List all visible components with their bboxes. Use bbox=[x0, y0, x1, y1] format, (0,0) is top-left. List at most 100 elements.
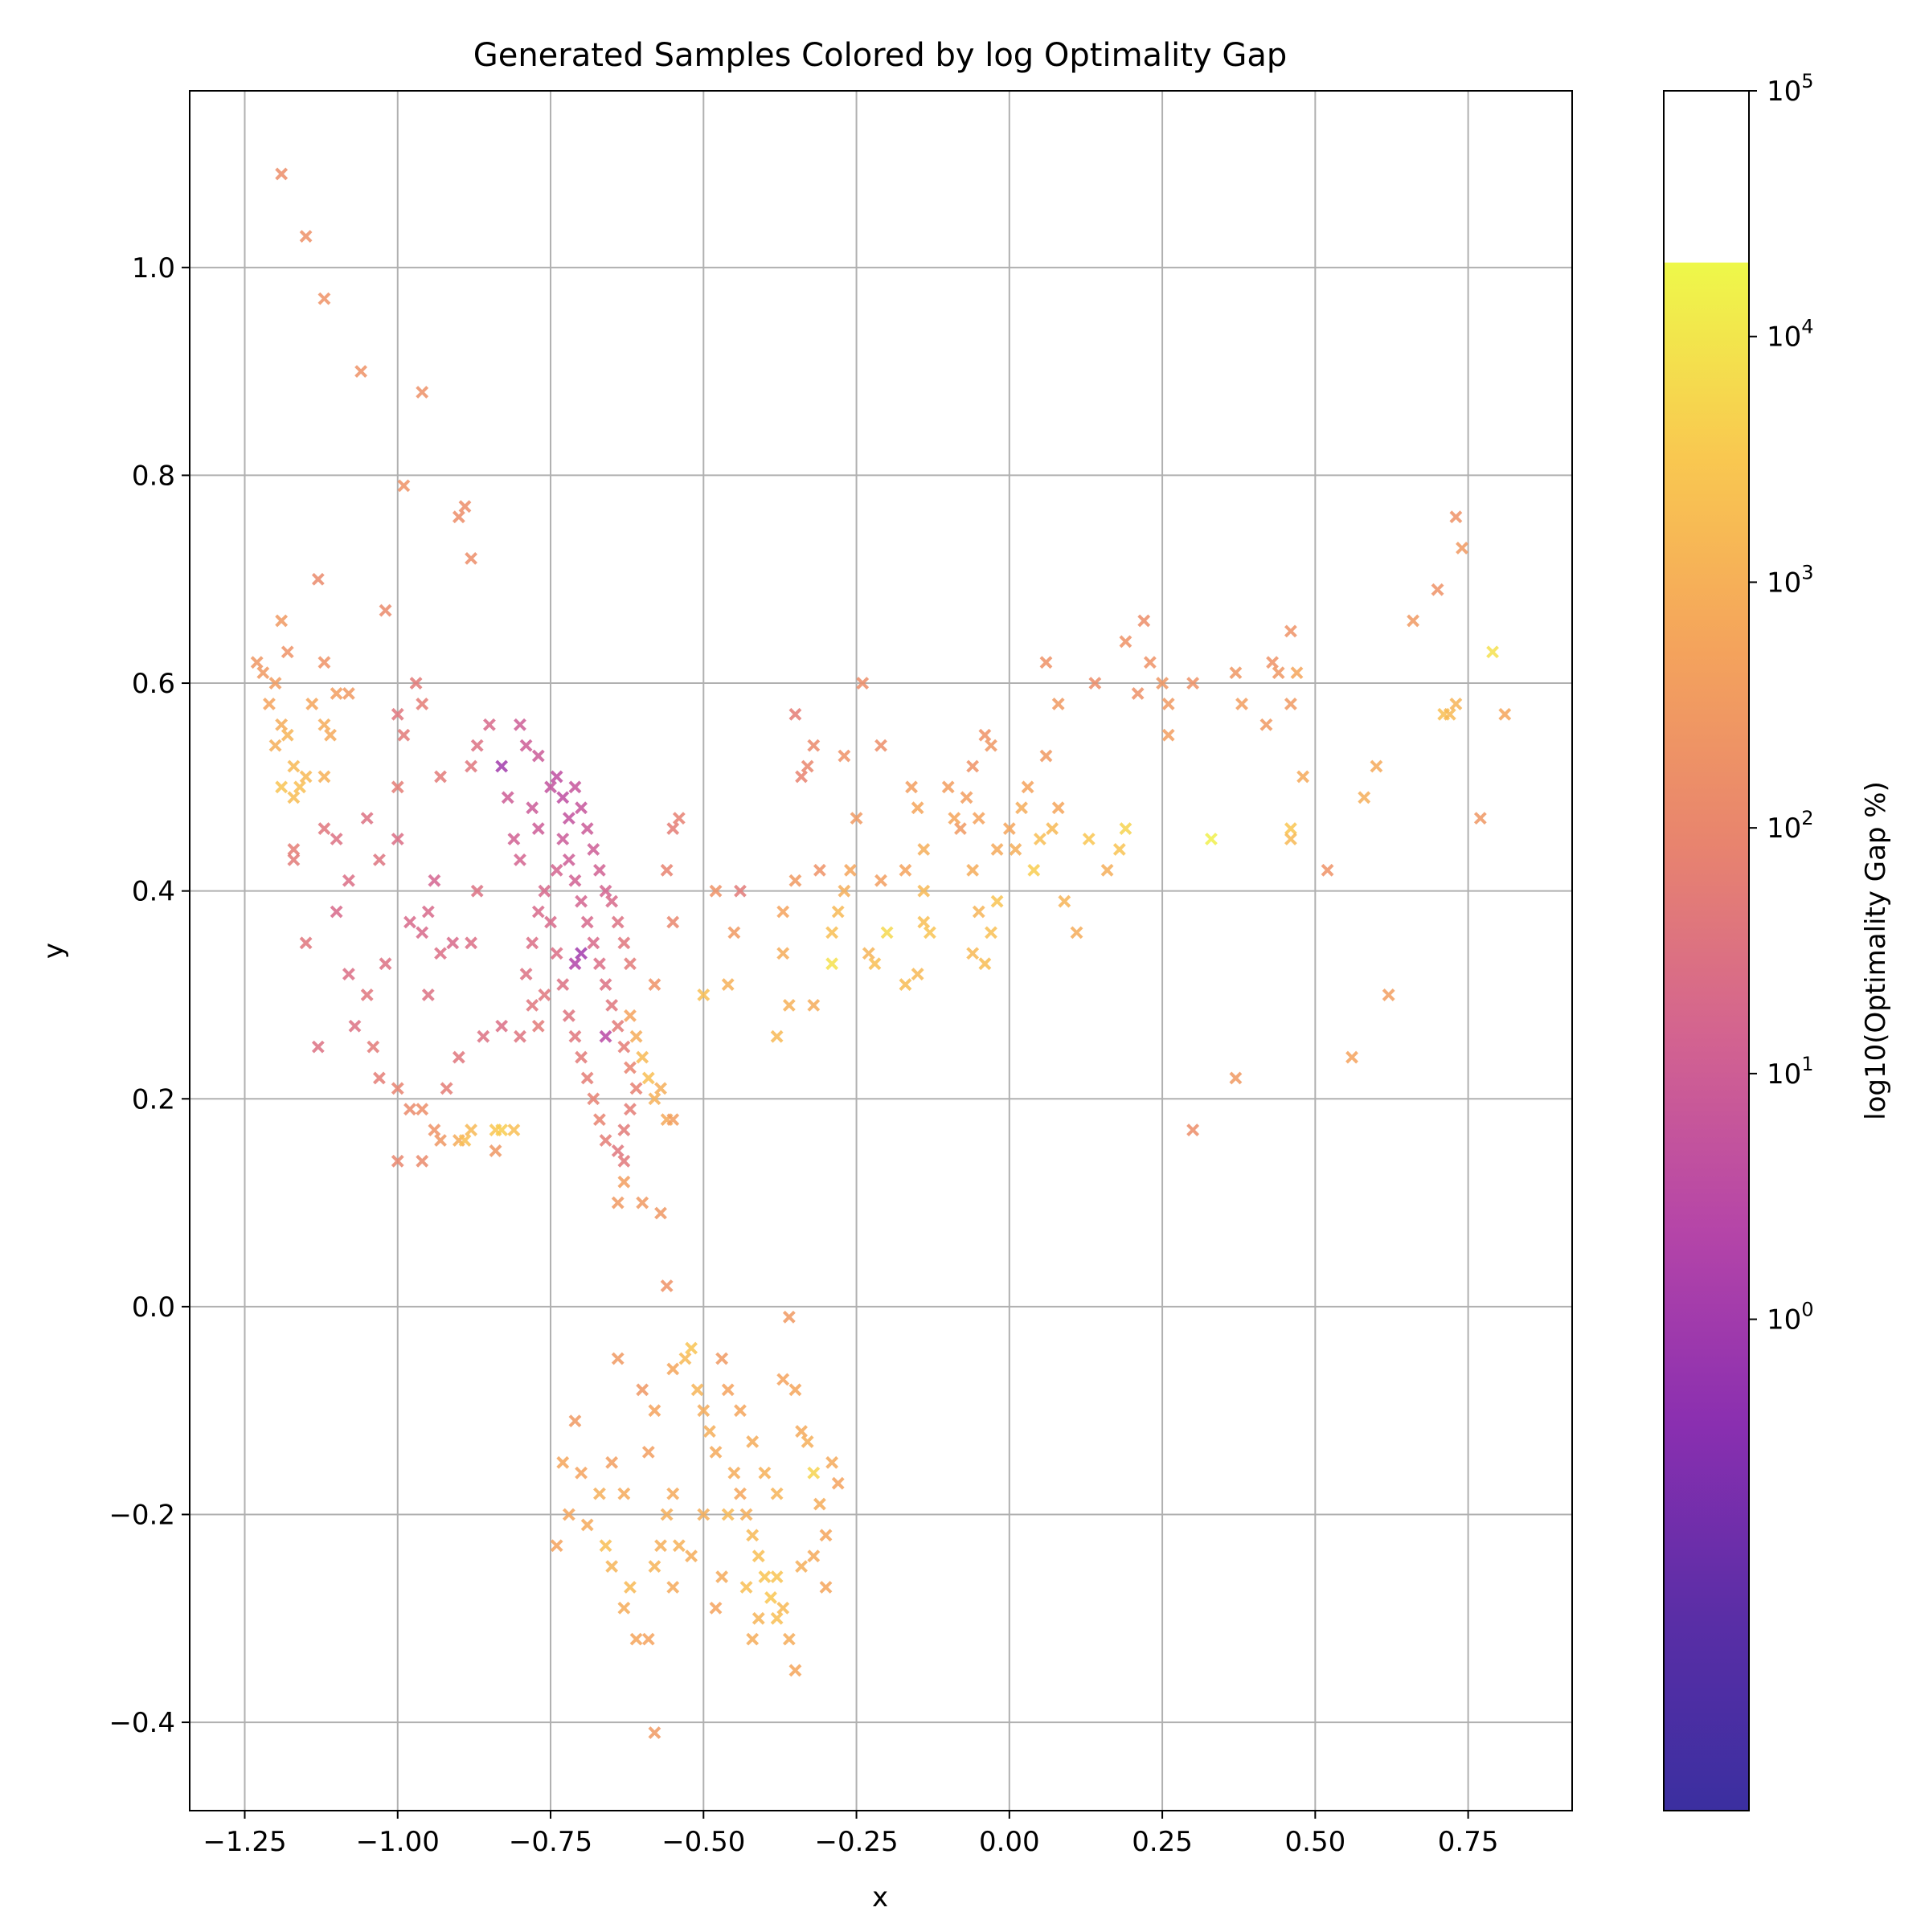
data-point bbox=[373, 1071, 386, 1085]
colorbar-tick-label: 105 bbox=[1767, 70, 1814, 108]
data-point bbox=[281, 728, 294, 742]
data-point bbox=[972, 812, 985, 825]
colorbar-upper-white bbox=[1664, 91, 1749, 263]
chart-title: Generated Samples Colored by log Optimal… bbox=[473, 37, 1288, 74]
data-point bbox=[697, 1508, 711, 1521]
data-point bbox=[416, 1103, 429, 1116]
data-point bbox=[838, 749, 851, 763]
data-point bbox=[819, 1581, 833, 1594]
data-point bbox=[592, 957, 606, 971]
data-point bbox=[795, 770, 808, 784]
data-point bbox=[550, 1539, 563, 1553]
data-point bbox=[299, 770, 313, 784]
data-point bbox=[592, 1113, 606, 1127]
data-point bbox=[624, 1009, 637, 1022]
data-point bbox=[397, 728, 411, 742]
x-tick-label: 0.75 bbox=[1438, 1826, 1499, 1858]
data-point bbox=[587, 1092, 600, 1106]
data-point bbox=[391, 780, 404, 794]
data-point bbox=[1002, 822, 1016, 835]
x-tick-label: −1.00 bbox=[356, 1826, 440, 1858]
data-point bbox=[1039, 749, 1053, 763]
data-point bbox=[538, 989, 551, 1001]
data-point bbox=[599, 1029, 612, 1043]
data-point bbox=[899, 978, 912, 991]
data-point bbox=[685, 1549, 698, 1563]
data-point bbox=[617, 1601, 631, 1615]
data-point bbox=[275, 167, 289, 181]
data-point bbox=[373, 853, 386, 866]
data-point bbox=[360, 812, 374, 825]
data-point bbox=[776, 1373, 790, 1386]
data-point bbox=[434, 947, 447, 960]
data-point bbox=[256, 666, 270, 680]
data-point bbox=[770, 1611, 784, 1625]
data-point bbox=[917, 915, 931, 929]
data-point bbox=[1449, 697, 1463, 710]
data-point bbox=[617, 1154, 631, 1168]
data-point bbox=[611, 1196, 625, 1210]
y-axis-label: y bbox=[38, 943, 70, 959]
x-tick-label: 0.25 bbox=[1132, 1826, 1193, 1858]
x-axis-label: x bbox=[872, 1881, 888, 1914]
data-point bbox=[611, 1019, 625, 1033]
data-point bbox=[807, 1466, 821, 1480]
data-point bbox=[825, 957, 839, 971]
data-point bbox=[263, 697, 276, 710]
data-point bbox=[1112, 843, 1126, 856]
data-point bbox=[636, 1196, 649, 1210]
data-point bbox=[917, 884, 931, 898]
data-point bbox=[856, 677, 870, 690]
data-point bbox=[1015, 801, 1028, 815]
data-point bbox=[648, 1404, 661, 1418]
data-point bbox=[483, 718, 496, 731]
data-point bbox=[403, 1103, 416, 1116]
data-point bbox=[801, 1435, 814, 1448]
data-point bbox=[1021, 780, 1034, 794]
data-point bbox=[1186, 677, 1200, 690]
data-point bbox=[575, 894, 588, 908]
data-points bbox=[250, 167, 1512, 1739]
data-point bbox=[465, 936, 478, 950]
colorbar-tick-label: 102 bbox=[1767, 807, 1814, 845]
data-point bbox=[605, 1455, 619, 1469]
data-point bbox=[911, 968, 924, 981]
data-point bbox=[470, 884, 484, 898]
data-point bbox=[868, 957, 882, 971]
data-point bbox=[972, 905, 985, 919]
data-point bbox=[941, 780, 955, 794]
colorbar-tick-label: 103 bbox=[1767, 561, 1814, 599]
data-point bbox=[507, 1124, 521, 1136]
data-point bbox=[489, 1144, 502, 1157]
data-point bbox=[641, 1445, 655, 1459]
data-point bbox=[544, 780, 557, 794]
colorbar-tick-label: 100 bbox=[1767, 1299, 1814, 1336]
data-point bbox=[446, 936, 460, 950]
data-point bbox=[758, 1570, 772, 1583]
data-point bbox=[844, 863, 857, 877]
data-point bbox=[1058, 894, 1071, 908]
data-point bbox=[776, 947, 790, 960]
data-point bbox=[739, 1508, 753, 1521]
y-tick-label: −0.4 bbox=[109, 1707, 175, 1739]
data-point bbox=[831, 1476, 845, 1490]
data-point bbox=[776, 905, 790, 919]
data-point bbox=[813, 863, 826, 877]
x-axis-ticks: −1.25 −1.00 −0.75 −0.50 −0.25 0.00 0.25 0.50 0.7… bbox=[203, 1811, 1498, 1858]
data-point bbox=[617, 1124, 631, 1136]
data-point bbox=[636, 1383, 649, 1397]
data-point bbox=[428, 874, 441, 887]
data-point bbox=[531, 905, 545, 919]
data-point bbox=[1046, 822, 1059, 835]
data-point bbox=[452, 510, 465, 524]
data-point bbox=[666, 1487, 680, 1500]
data-point bbox=[556, 791, 570, 804]
data-point bbox=[580, 822, 594, 835]
y-tick-label: 0.6 bbox=[132, 668, 175, 700]
y-tick-label: 0.8 bbox=[132, 460, 175, 492]
data-point bbox=[416, 926, 429, 939]
data-point bbox=[1449, 510, 1463, 524]
data-point bbox=[990, 894, 1004, 908]
data-point bbox=[465, 759, 478, 773]
data-point bbox=[550, 863, 563, 877]
